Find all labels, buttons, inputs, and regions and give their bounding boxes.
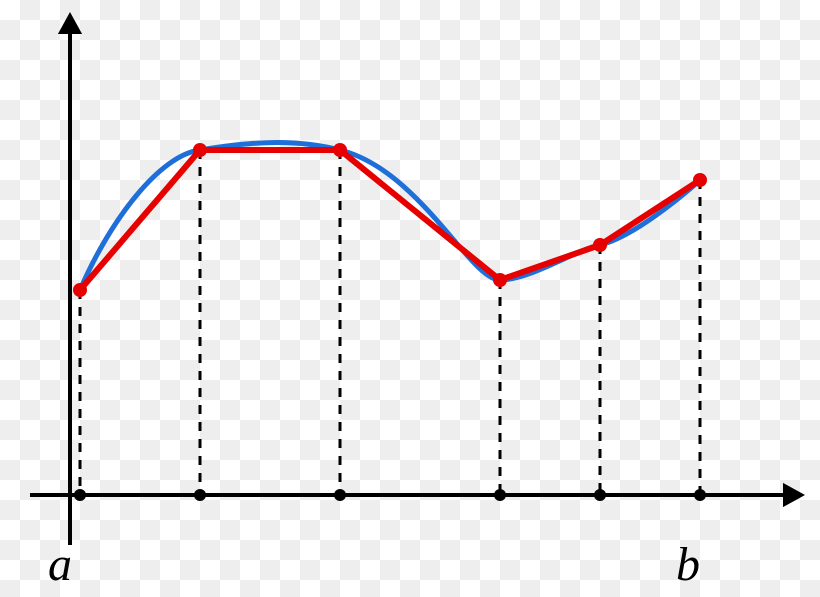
sample-point-marker <box>333 143 347 157</box>
x-axis-tick-dot <box>334 489 346 501</box>
partition-verticals <box>80 150 700 495</box>
x-axis-tick-dot <box>594 489 606 501</box>
trapezoidal-rule-diagram: a b <box>0 0 820 597</box>
x-axis <box>30 483 805 507</box>
x-axis-tick-dot <box>494 489 506 501</box>
sample-point-marker <box>693 173 707 187</box>
x-axis-tick-dot <box>194 489 206 501</box>
x-axis-tick-dot <box>694 489 706 501</box>
sample-point-marker <box>193 143 207 157</box>
trapezoid-polyline <box>80 150 700 290</box>
function-curve <box>80 143 700 291</box>
x-axis-tick-dot <box>74 489 86 501</box>
y-axis-arrowhead <box>58 12 82 34</box>
sample-point-marker <box>493 273 507 287</box>
sample-point-marker <box>73 283 87 297</box>
y-axis <box>58 12 82 545</box>
sample-point-marker <box>593 238 607 252</box>
label-b: b <box>676 538 700 591</box>
x-axis-arrowhead <box>783 483 805 507</box>
label-a: a <box>48 538 72 591</box>
